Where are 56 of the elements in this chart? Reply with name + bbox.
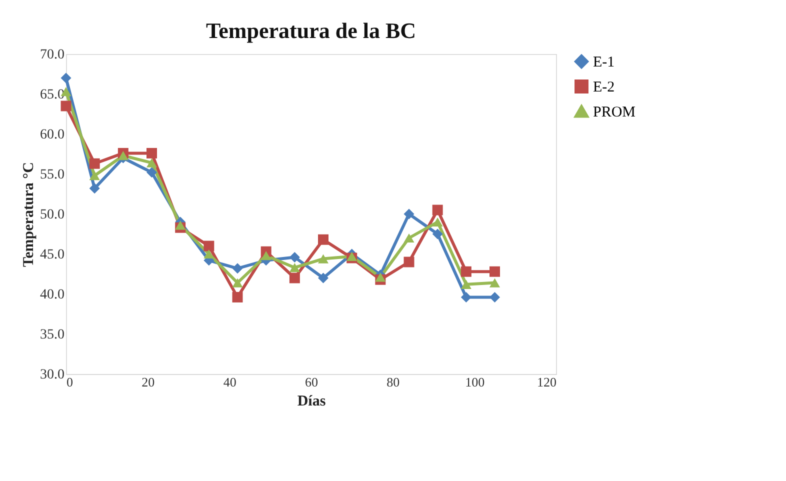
point [289,272,300,284]
x-tick-label: 20 [142,374,155,390]
point [146,158,157,168]
point [404,233,414,243]
x-tick-label: 80 [386,374,400,390]
y-tick-label: 70.0 [40,48,64,62]
y-tick-label: 30.0 [40,368,64,382]
x-tick-label: 120 [537,374,556,390]
point [318,272,328,284]
point [375,272,386,282]
point [89,158,100,169]
x-tick-label: 100 [465,374,485,390]
chart-title: Temperatura de la BC [206,18,416,43]
legend-label: PROM [593,104,636,120]
point [432,204,443,216]
point [60,72,72,84]
legend-label: E-2 [593,80,615,96]
point [60,100,72,112]
point [460,292,472,302]
point [490,266,500,277]
point [289,252,300,262]
y-tick-label: 50.0 [40,208,64,222]
x-tick-label: 40 [223,374,236,390]
point [118,151,128,160]
point [318,254,328,264]
point [346,252,358,261]
point [89,183,100,194]
point [232,263,243,274]
point [289,263,300,272]
y-tick-label: 40.0 [40,288,64,302]
point [146,148,157,158]
point [460,266,472,277]
legend-label: E-1 [593,54,615,70]
point [204,240,214,252]
y-tick-label: 45.0 [40,248,64,262]
point [232,292,243,302]
point [318,234,328,245]
x-tick-label: 60 [305,374,318,390]
point [460,280,472,289]
point [89,171,100,180]
y-tick-label: 60.0 [40,128,64,142]
y-tick-label: 35.0 [40,328,64,342]
point [232,278,243,288]
point [175,220,186,230]
x-tick-label: 0 [66,374,73,390]
point [432,228,443,240]
point [432,217,443,227]
point [490,292,500,302]
y-tick-label: 55.0 [40,168,64,182]
point [490,278,500,288]
y-axis-title: Temperatura °C [21,162,37,268]
point [260,251,272,260]
point [404,256,414,268]
point [404,208,414,220]
x-axis-title: Días [297,394,326,410]
point [146,167,157,178]
